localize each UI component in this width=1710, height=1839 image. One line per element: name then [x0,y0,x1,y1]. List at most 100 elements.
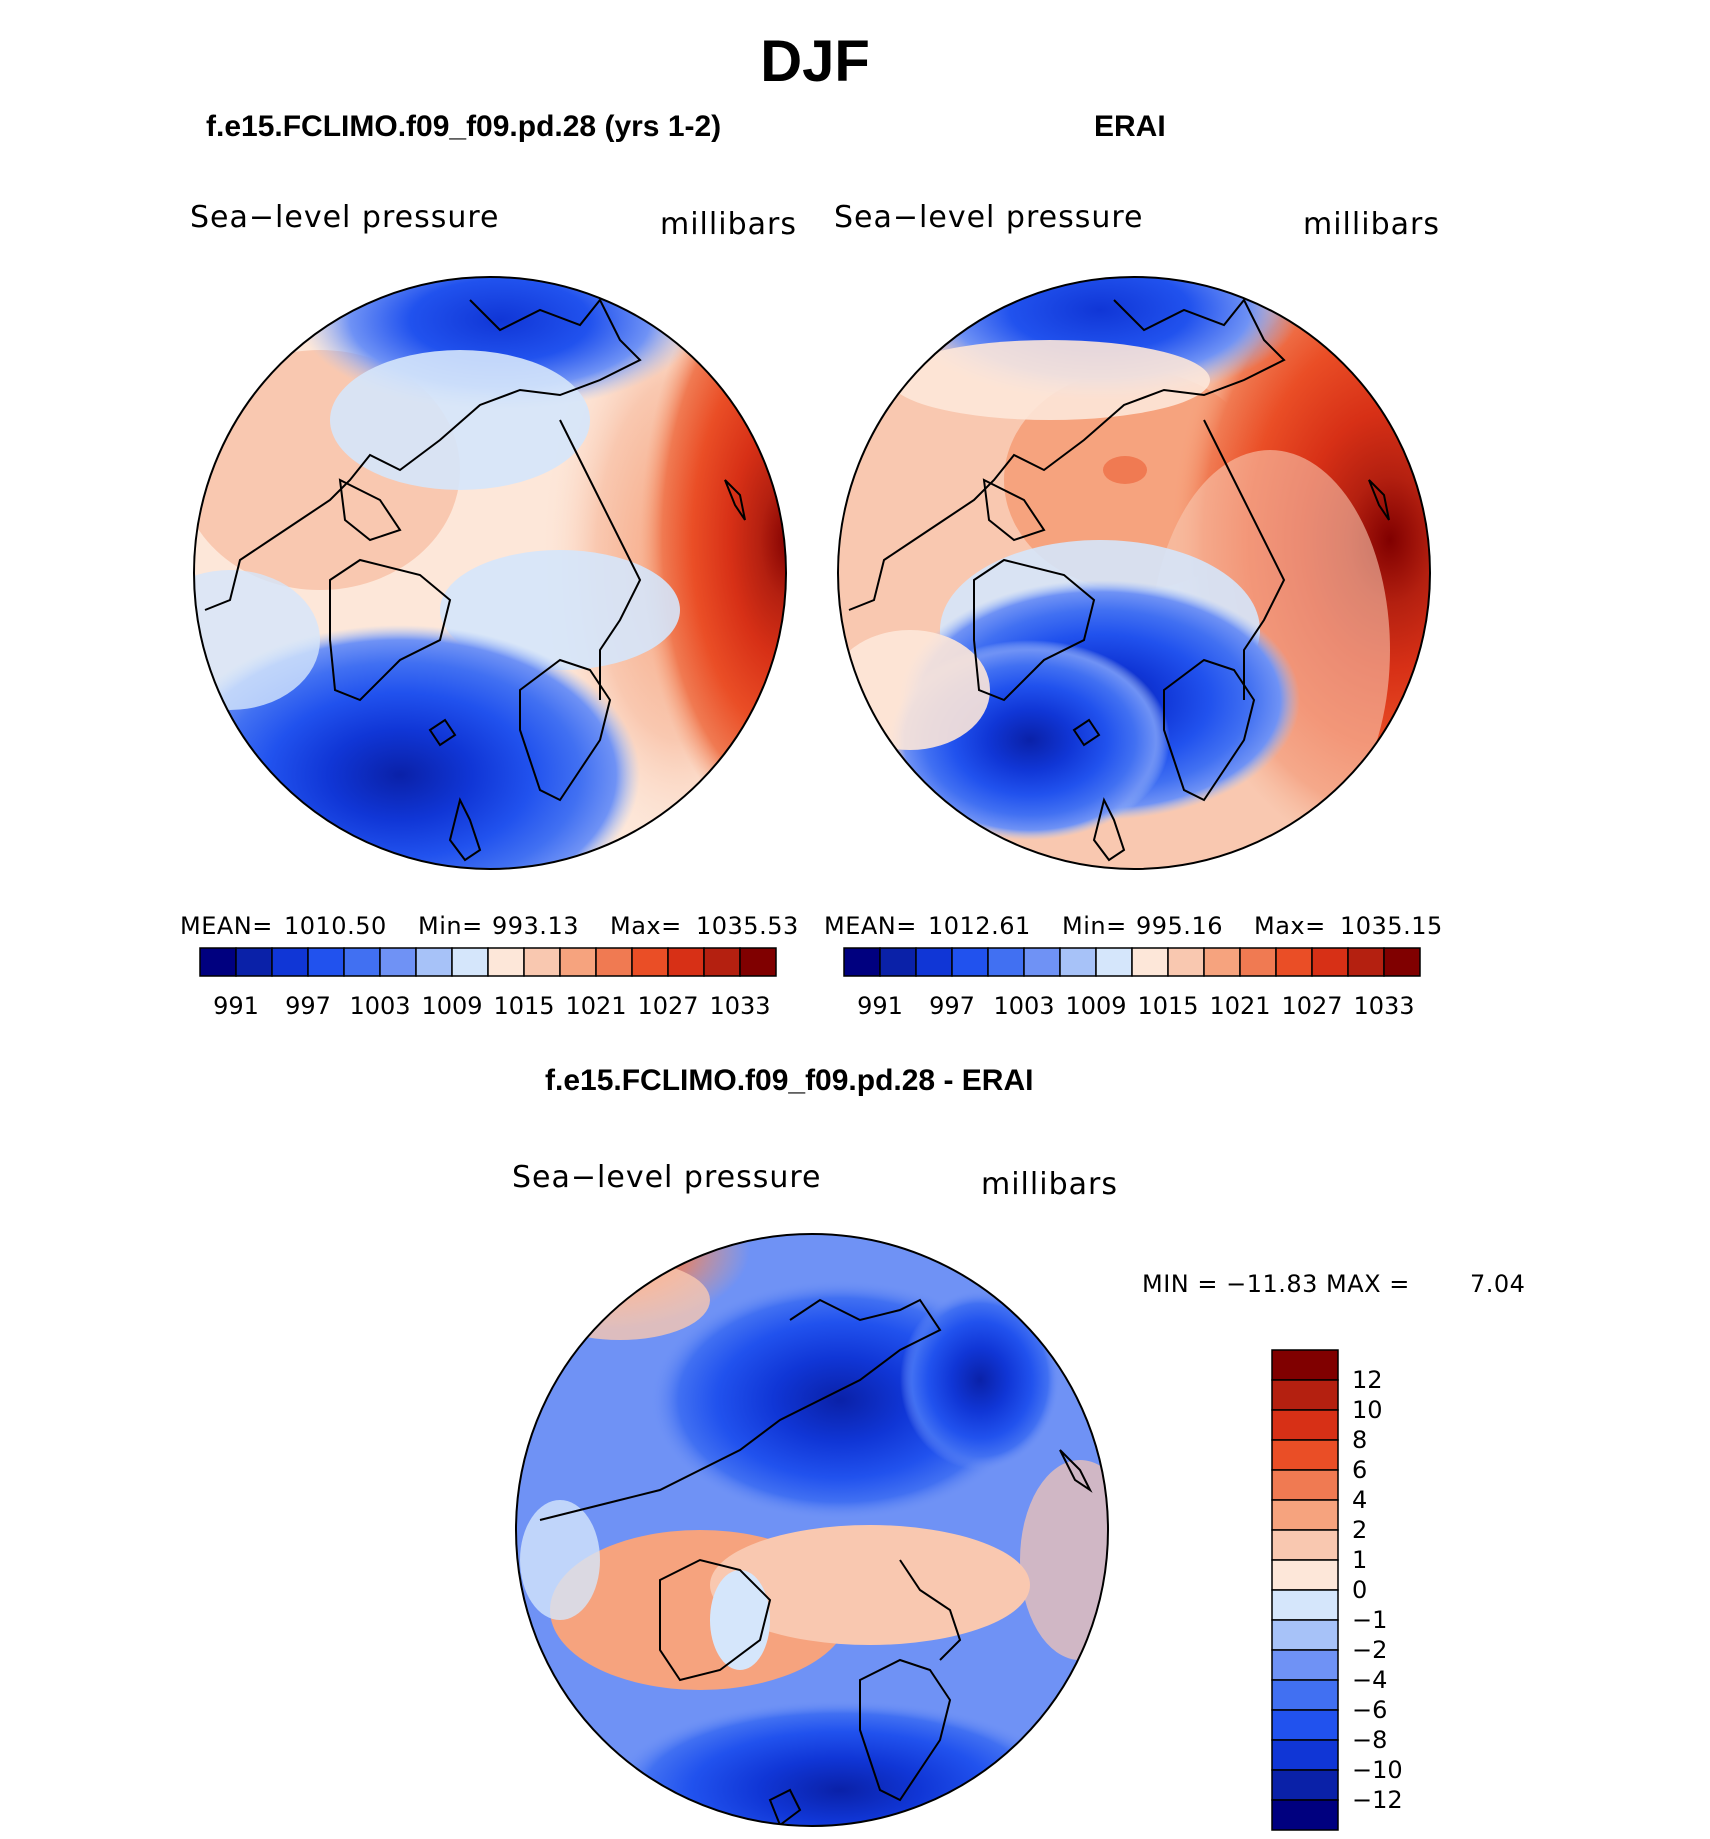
panel2-colorbar-swatch [843,947,881,977]
panel3-colorbar-swatch [1271,1739,1339,1771]
panel2-colorbar-tick-label: 1033 [1353,992,1414,1020]
panel2-units: millibars [1303,207,1440,242]
panel3-units: millibars [981,1167,1118,1202]
panel1-map [194,277,786,869]
panel3-colorbar-tick-label: −12 [1352,1786,1403,1814]
panel2-min-value: 995.16 [1136,912,1223,940]
panel2-colorbar-swatch [1275,947,1313,977]
panel2-colorbar-tick-label: 991 [857,992,903,1020]
panel1-colorbar-tick-label: 1033 [709,992,770,1020]
panel2-max-label: Max= [1254,912,1326,940]
panel3-colorbar-swatch [1271,1709,1339,1741]
panel1-min-label: Min= [418,912,483,940]
panel3-colorbar-swatch [1271,1649,1339,1681]
panel3-colorbar-tick-label: 0 [1352,1576,1367,1604]
panel3-colorbar-tick-label: −1 [1352,1606,1387,1634]
panel1-colorbar-swatch [559,947,597,977]
panel2-colorbar-swatch [1347,947,1385,977]
panel1-colorbar-tick-label: 991 [213,992,259,1020]
panel1-variable: Sea−level pressure [190,200,500,235]
panel1-colorbar-tick-label: 1021 [565,992,626,1020]
panel3-colorbar-swatch [1271,1409,1339,1441]
panel2-title: ERAI [1094,110,1166,143]
panel2-colorbar-swatch [1167,947,1205,977]
panel3-colorbar-tick-label: 12 [1352,1366,1383,1394]
panel1-mean-value: 1010.50 [284,912,387,940]
panel1-colorbar-swatch [271,947,309,977]
panel3-colorbar-tick-label: −10 [1352,1756,1403,1784]
panel1-colorbar-tick-label: 1015 [493,992,554,1020]
panel3-colorbar-tick-label: 1 [1352,1546,1367,1574]
panel1-max-value: 1035.53 [696,912,799,940]
panel3-minmax-text: MIN = −11.83 MAX = [1142,1270,1410,1298]
panel2-map-border [837,276,1431,870]
panel2-colorbar: 991 997 1003 1009 1015 1021 1027 1033 [843,947,1421,1020]
panel2-min-label: Min= [1062,912,1127,940]
panel3-colorbar-swatch [1271,1619,1339,1651]
panel1-colorbar: 991 997 1003 1009 1015 1021 1027 1033 [199,947,777,1020]
panel2-colorbar-tick-label: 1015 [1137,992,1198,1020]
panel2-colorbar-swatch [1239,947,1277,977]
panel1-map-border [193,276,787,870]
panel2-colorbar-tick-label: 1009 [1065,992,1126,1020]
panel3-colorbar-swatch [1271,1529,1339,1561]
panel3-colorbar-swatch [1271,1349,1339,1381]
panel1-title: f.e15.FCLIMO.f09_f09.pd.28 (yrs 1-2) [206,110,722,143]
panel1-colorbar-swatch [487,947,525,977]
panel2-max-value: 1035.15 [1340,912,1443,940]
panel3-colorbar-tick-label: −8 [1352,1726,1387,1754]
panel3-colorbar-swatch [1271,1769,1339,1801]
panel1-colorbar-swatch [415,947,453,977]
panel3-colorbar-tick-label: 4 [1352,1486,1367,1514]
panel2-colorbar-swatch [1383,947,1421,977]
panel1-colorbar-swatch [379,947,417,977]
panel2-colorbar-swatch [1059,947,1097,977]
panel1-colorbar-tick-label: 1003 [349,992,410,1020]
panel1-colorbar-swatch [667,947,705,977]
panel1-colorbar-swatch [739,947,777,977]
panel1-colorbar-swatch [523,947,561,977]
panel3-colorbar-swatch [1271,1799,1339,1831]
panel3-colorbar-tick-label: 10 [1352,1396,1383,1424]
panel1-colorbar-tick-label: 997 [285,992,331,1020]
panel1-colorbar-swatch [235,947,273,977]
panel2-colorbar-tick-label: 1003 [993,992,1054,1020]
panel3-colorbar-tick-label: −2 [1352,1636,1387,1664]
panel3-colorbar-tick-label: 8 [1352,1426,1367,1454]
figure-title: DJF [760,29,870,94]
panel3-colorbar-tick-label: −6 [1352,1696,1387,1724]
panel1-colorbar-swatch [199,947,237,977]
panel3-map [516,1234,1108,1826]
panel2-colorbar-swatch [1095,947,1133,977]
panel2-colorbar-tick-label: 1021 [1209,992,1270,1020]
panel2-colorbar-swatch [1131,947,1169,977]
panel2-colorbar-swatch [915,947,953,977]
panel2-colorbar-swatch [879,947,917,977]
panel2-mean-value: 1012.61 [928,912,1031,940]
panel1-colorbar-swatch [631,947,669,977]
panel2-variable: Sea−level pressure [834,200,1144,235]
panel3-colorbar-swatch [1271,1439,1339,1471]
panel3-title: f.e15.FCLIMO.f09_f09.pd.28 - ERAI [545,1064,1034,1097]
panel2-colorbar-swatch [1023,947,1061,977]
panel3-variable: Sea−level pressure [512,1160,822,1195]
panel3-max-value: 7.04 [1470,1270,1526,1298]
panel2-colorbar-swatch [987,947,1025,977]
panel3-colorbar-swatch [1271,1679,1339,1711]
panel2-map [838,277,1430,869]
panel2-colorbar-swatch [1311,947,1349,977]
panel1-colorbar-swatch [307,947,345,977]
panel1-colorbar-swatch [703,947,741,977]
panel3-colorbar-swatch [1271,1379,1339,1411]
panel1-mean-label: MEAN= [180,912,273,940]
panel2-colorbar-tick-label: 997 [929,992,975,1020]
panel3-map-border [515,1233,1109,1827]
panel1-colorbar-swatch [595,947,633,977]
panel1-colorbar-swatch [343,947,381,977]
panel2-mean-label: MEAN= [824,912,917,940]
panel3-colorbar-swatch [1271,1589,1339,1621]
panel3-colorbar-swatch [1271,1469,1339,1501]
